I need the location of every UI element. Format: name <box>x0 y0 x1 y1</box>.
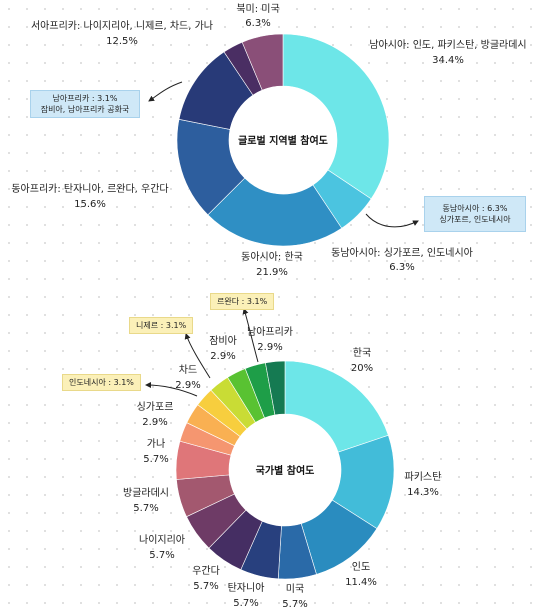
value-ghana: 5.7% <box>143 454 168 465</box>
value-bangladesh: 5.7% <box>133 503 158 514</box>
value-east-africa: 15.6% <box>74 199 106 210</box>
label-chad: 차드 <box>179 364 197 376</box>
label-india: 인도 <box>352 561 370 573</box>
label-ghana: 가나 <box>147 438 165 450</box>
label-singapore: 싱가포르 <box>137 401 174 413</box>
arrow-niger <box>184 333 211 379</box>
label-west-africa: 서아프리카: 나이지리아, 니제르, 차드, 가나 <box>31 20 213 32</box>
value-uganda: 5.7% <box>193 581 218 592</box>
callout-rwanda: 르완다 : 3.1% <box>210 293 275 310</box>
value-chad: 2.9% <box>175 380 200 391</box>
regional-center-hole <box>229 86 337 194</box>
callout-southern-africa-line1: 남아프리카 : 3.1% <box>52 94 118 103</box>
value-east-asia: 21.9% <box>256 267 288 278</box>
value-zambia: 2.9% <box>210 351 235 362</box>
value-korea: 20% <box>351 363 373 374</box>
label-korea: 한국 <box>353 347 371 359</box>
value-india: 11.4% <box>345 577 377 588</box>
label-tanzania: 탄자니아 <box>228 582 265 594</box>
value-usa: 5.7% <box>282 599 307 610</box>
label-usa: 미국 <box>286 583 304 595</box>
label-bangladesh: 방글라데시 <box>123 487 169 499</box>
label-pakistan: 파키스탄 <box>405 471 442 483</box>
callout-southeast-asia-line1: 동남아시아 : 6.3% <box>442 204 508 213</box>
country-donut <box>175 360 395 580</box>
callout-niger-line1: 니제르 : 3.1% <box>136 321 187 330</box>
label-south-africa: 남아프리카 <box>247 326 293 338</box>
callout-southern-africa-line2: 잠비아, 남아프리카 공화국 <box>40 105 130 114</box>
label-zambia: 잠비아 <box>209 335 237 347</box>
value-nigeria: 5.7% <box>149 550 174 561</box>
callout-indonesia-line1: 인도네시아 : 3.1% <box>69 378 134 387</box>
label-east-africa: 동아프리카: 탄자니아, 르완다, 우간다 <box>11 183 168 195</box>
label-south-asia: 남아시아: 인도, 파키스탄, 방글라데시 <box>369 39 526 51</box>
callout-southeast-asia: 동남아시아 : 6.3% 싱가포르, 인도네시아 <box>424 196 526 232</box>
value-north-america: 6.3% <box>245 18 270 29</box>
value-south-africa: 2.9% <box>257 342 282 353</box>
arrow-southeast-asia <box>365 213 419 228</box>
value-singapore: 2.9% <box>142 417 167 428</box>
value-tanzania: 5.7% <box>233 598 258 609</box>
label-east-asia: 동아시아: 한국 <box>241 251 303 263</box>
callout-niger: 니제르 : 3.1% <box>129 317 194 334</box>
arrow-indonesia <box>145 382 198 397</box>
callout-indonesia: 인도네시아 : 3.1% <box>62 374 141 391</box>
arrow-rwanda <box>242 308 259 363</box>
country-center-hole <box>229 414 341 526</box>
value-west-africa: 12.5% <box>106 36 138 47</box>
regional-donut-title: 글로벌 지역별 참여도 <box>238 134 328 147</box>
value-southeast-asia: 6.3% <box>389 262 414 273</box>
callout-southern-africa: 남아프리카 : 3.1% 잠비아, 남아프리카 공화국 <box>30 90 140 118</box>
label-southeast-asia: 동남아시아: 싱가포르, 인도네시아 <box>331 247 473 259</box>
callout-rwanda-line1: 르완다 : 3.1% <box>217 297 268 306</box>
callout-southeast-asia-line2: 싱가포르, 인도네시아 <box>439 215 511 224</box>
value-pakistan: 14.3% <box>407 487 439 498</box>
regional-donut <box>176 33 390 247</box>
label-uganda: 우간다 <box>192 565 220 577</box>
arrow-southern-africa <box>148 81 183 102</box>
value-south-asia: 34.4% <box>432 55 464 66</box>
country-donut-title: 국가별 참여도 <box>256 464 315 477</box>
label-nigeria: 나이지리아 <box>139 534 185 546</box>
label-north-america: 북미: 미국 <box>236 3 279 15</box>
